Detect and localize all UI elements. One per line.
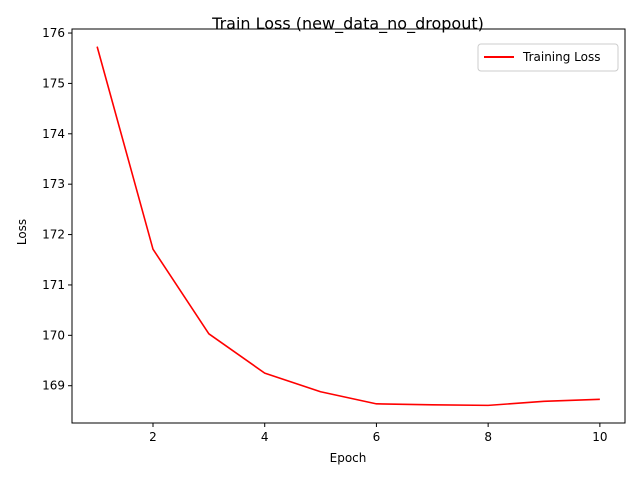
y-tick-label: 175 bbox=[42, 76, 65, 90]
x-axis: 2 4 6 8 10 bbox=[149, 423, 608, 444]
y-axis: 169 170 171 172 173 174 175 176 bbox=[42, 26, 72, 393]
x-tick-label: 4 bbox=[261, 430, 269, 444]
y-tick-label: 176 bbox=[42, 26, 65, 40]
y-tick-label: 171 bbox=[42, 278, 65, 292]
series-layer bbox=[96, 46, 600, 407]
y-tick-label: 174 bbox=[42, 127, 65, 141]
series-line-training-loss bbox=[96, 46, 600, 407]
y-axis-label: Loss bbox=[15, 219, 29, 245]
chart-title: Train Loss (new_data_no_dropout) bbox=[211, 14, 484, 34]
y-tick-label: 169 bbox=[42, 379, 65, 393]
x-tick-label: 6 bbox=[373, 430, 381, 444]
y-tick-label: 173 bbox=[42, 177, 65, 191]
y-tick-label: 170 bbox=[42, 328, 65, 342]
x-tick-label: 8 bbox=[484, 430, 492, 444]
legend-label-training-loss: Training Loss bbox=[522, 50, 600, 64]
x-tick-label: 2 bbox=[149, 430, 157, 444]
legend: Training Loss bbox=[477, 43, 619, 72]
y-tick-label: 172 bbox=[42, 228, 65, 242]
x-tick-label: 10 bbox=[592, 430, 607, 444]
plot-area bbox=[71, 28, 626, 424]
x-axis-label: Epoch bbox=[330, 451, 367, 465]
legend-box bbox=[477, 43, 619, 72]
